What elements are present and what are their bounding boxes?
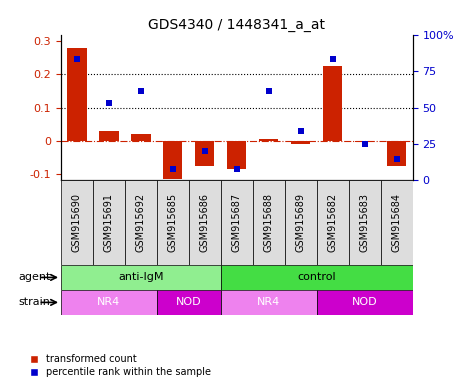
Bar xyxy=(195,141,214,166)
Bar xyxy=(221,290,317,315)
Bar xyxy=(157,290,221,315)
Text: GSM915691: GSM915691 xyxy=(104,193,114,252)
Bar xyxy=(259,139,279,141)
Text: strain: strain xyxy=(19,297,51,308)
Point xyxy=(105,100,113,106)
Text: GSM915684: GSM915684 xyxy=(392,193,402,252)
Text: GSM915688: GSM915688 xyxy=(264,193,274,252)
Text: agent: agent xyxy=(19,272,51,283)
Bar xyxy=(93,180,125,265)
Text: control: control xyxy=(297,272,336,283)
Bar xyxy=(227,141,246,169)
Bar xyxy=(61,180,93,265)
Bar xyxy=(323,66,342,141)
Point xyxy=(361,141,369,147)
Bar xyxy=(317,180,349,265)
Text: GSM915690: GSM915690 xyxy=(72,193,82,252)
Text: GSM915682: GSM915682 xyxy=(328,193,338,252)
Bar xyxy=(381,180,413,265)
Point xyxy=(201,148,209,154)
Bar xyxy=(349,180,381,265)
Bar xyxy=(221,265,413,290)
Point xyxy=(73,56,81,63)
Text: GSM915689: GSM915689 xyxy=(296,193,306,252)
Bar xyxy=(387,141,406,166)
Bar xyxy=(317,290,413,315)
Bar xyxy=(61,265,221,290)
Bar xyxy=(253,180,285,265)
Text: NOD: NOD xyxy=(176,297,202,308)
Bar xyxy=(61,290,157,315)
Title: GDS4340 / 1448341_a_at: GDS4340 / 1448341_a_at xyxy=(148,18,325,32)
Legend: transformed count, percentile rank within the sample: transformed count, percentile rank withi… xyxy=(28,353,213,379)
Point xyxy=(169,166,177,172)
Bar xyxy=(285,180,317,265)
Text: NR4: NR4 xyxy=(97,297,121,308)
Bar xyxy=(291,141,310,144)
Text: GSM915683: GSM915683 xyxy=(360,193,370,252)
Point xyxy=(393,156,401,162)
Text: GSM915685: GSM915685 xyxy=(168,193,178,252)
Bar xyxy=(163,141,182,179)
Text: anti-IgM: anti-IgM xyxy=(118,272,164,283)
Point xyxy=(137,88,144,94)
Point xyxy=(265,88,272,94)
Bar xyxy=(99,131,119,141)
Text: NR4: NR4 xyxy=(257,297,280,308)
Text: NOD: NOD xyxy=(352,297,378,308)
Bar xyxy=(189,180,221,265)
Text: GSM915687: GSM915687 xyxy=(232,193,242,252)
Text: GSM915686: GSM915686 xyxy=(200,193,210,252)
Bar xyxy=(131,134,151,141)
Bar xyxy=(68,48,87,141)
Point xyxy=(297,128,304,134)
Point xyxy=(233,166,241,172)
Text: GSM915692: GSM915692 xyxy=(136,193,146,252)
Bar xyxy=(221,180,253,265)
Point xyxy=(329,56,337,63)
Bar xyxy=(355,141,374,142)
Bar xyxy=(125,180,157,265)
Bar xyxy=(157,180,189,265)
